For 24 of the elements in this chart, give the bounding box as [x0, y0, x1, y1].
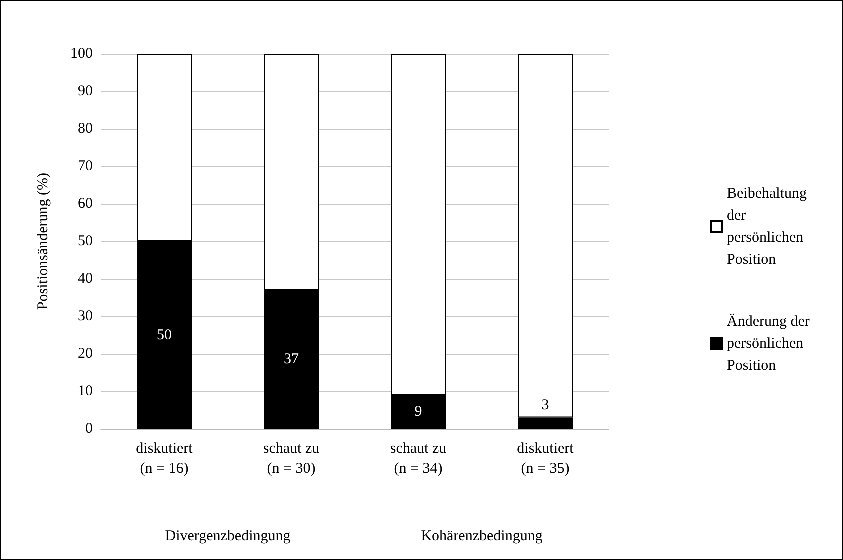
x-tick-label: schaut zu (n = 30): [263, 441, 320, 477]
y-tick-label: 50: [78, 234, 93, 250]
x-tick-label: schaut zu (n = 34): [390, 441, 448, 477]
legend-label: Beibehaltung der persönlichen Position: [727, 186, 811, 268]
data-label: 50: [157, 327, 172, 344]
y-tick-label: 10: [78, 384, 93, 400]
text: Divergenzbedingung: [165, 528, 292, 544]
x-tick-label: diskutiert (n = 35): [517, 441, 575, 477]
y-tick-label: 0: [86, 421, 93, 437]
legend-label: Änderung der persönlichen Position: [727, 313, 814, 374]
text: Kohärenzbedingung: [421, 528, 544, 544]
y-tick-label: 20: [78, 346, 93, 362]
y-tick-label: 100: [70, 46, 93, 62]
x-tick-label: diskutiert (n = 16): [136, 441, 194, 477]
y-tick-label: 70: [78, 158, 93, 174]
y-tick-label: 90: [78, 84, 93, 100]
data-label: 37: [284, 352, 300, 368]
y-axis-title: Positionsänderung (%): [36, 172, 52, 310]
data-label: 3: [542, 397, 550, 414]
y-tick-label: 60: [78, 196, 93, 212]
y-tick-label: 30: [78, 308, 93, 324]
y-tick-label: 80: [78, 121, 93, 137]
y-tick-label: 40: [78, 271, 93, 287]
data-label: 9: [414, 404, 422, 420]
